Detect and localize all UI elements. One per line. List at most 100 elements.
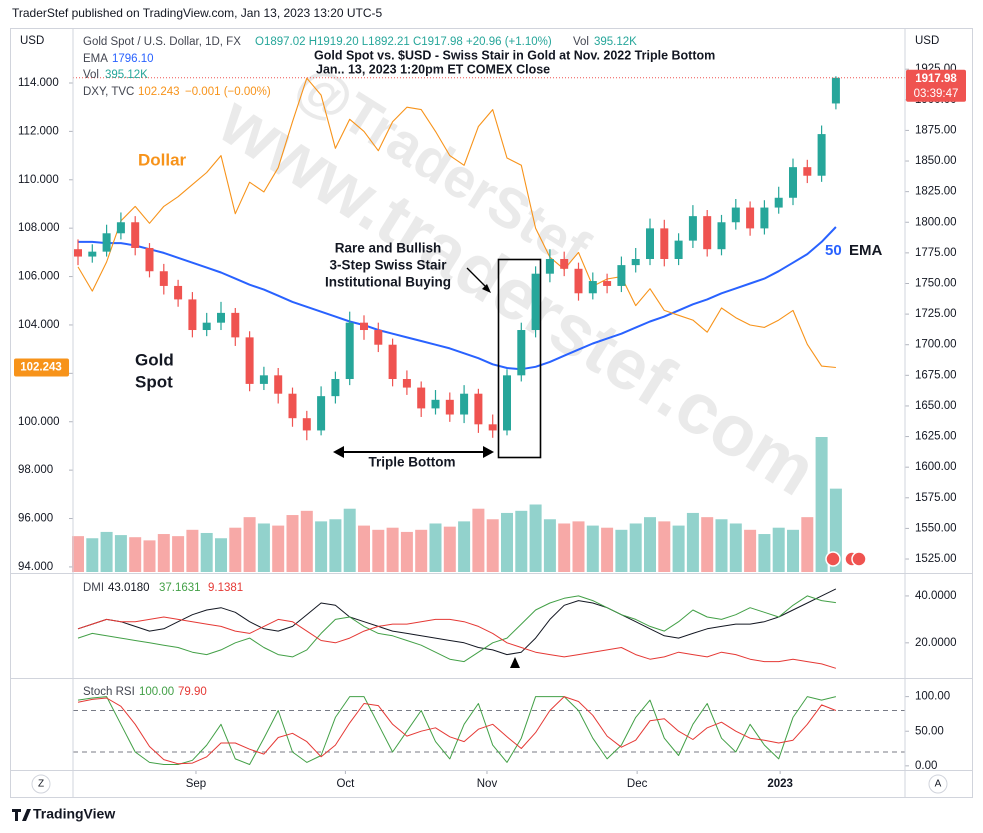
volume-bar — [486, 519, 499, 572]
y-tick-label: 1650.00 — [915, 400, 957, 412]
y-tick-label: 1800.00 — [915, 216, 957, 228]
volume-bar — [129, 537, 142, 572]
volume-bar — [429, 523, 442, 572]
candle-body — [302, 418, 311, 431]
candle-body — [731, 207, 740, 223]
y-tick-label: 1875.00 — [915, 124, 957, 136]
annotation-triple-bottom: Triple Bottom — [369, 455, 456, 470]
auto-button[interactable] — [928, 774, 948, 794]
indicator-line — [77, 588, 837, 656]
annotation-ema-number: 50 — [825, 242, 842, 259]
candle-body — [417, 387, 426, 409]
candle-body — [503, 375, 511, 431]
scale-button[interactable] — [31, 774, 51, 794]
symbol-name: Gold Spot / U.S. Dollar, 1D, FX — [83, 36, 241, 48]
candle-body — [202, 322, 211, 331]
dxy-price-box — [14, 358, 69, 377]
candle-body — [488, 424, 497, 431]
event-icon[interactable] — [825, 551, 841, 567]
scale-button-label[interactable]: Z — [38, 779, 44, 790]
volume-bar — [415, 529, 428, 572]
volume-bar — [729, 523, 742, 572]
countdown-label: 03:39:47 — [914, 88, 959, 100]
stoch-legend-name: Stoch RSI — [83, 686, 135, 698]
volume-legend-name: Vol — [573, 36, 589, 48]
volume-bar — [529, 504, 542, 572]
volume-bar — [701, 517, 714, 572]
y-tick-label: 1600.00 — [915, 461, 957, 473]
annotation-ema-text: EMA — [849, 242, 883, 259]
volume-bar — [572, 521, 585, 572]
volume-bar — [215, 538, 227, 572]
annotation-dollar: Dollar — [138, 150, 187, 169]
volume-bar — [772, 527, 785, 572]
candle-body — [574, 268, 583, 294]
volume-bar — [601, 527, 614, 572]
indicator-line — [77, 696, 837, 765]
candle-body — [789, 167, 797, 198]
candle-body — [402, 379, 411, 388]
volume-bar — [200, 532, 213, 572]
annotation-text: 3-Step Swiss Stair — [329, 258, 447, 273]
volume-legend-value: 395.12K — [105, 69, 148, 81]
volume-bar — [286, 515, 299, 572]
candle-body — [674, 240, 683, 259]
y2-tick-label: 96.000 — [18, 513, 53, 525]
y2-tick-label: 94.000 — [18, 561, 53, 573]
volume-bar — [157, 534, 170, 572]
y2-tick-label: 100.000 — [18, 416, 60, 428]
candle-body — [274, 375, 283, 394]
ema-legend-name: EMA — [83, 53, 108, 65]
y-tick-label: 1700.00 — [915, 339, 957, 351]
volume-bar — [615, 529, 628, 572]
volume-bar — [300, 510, 313, 572]
indicator-line — [77, 595, 836, 663]
candle-body — [460, 393, 469, 415]
dxy-legend-change: −0.001 (−0.00%) — [185, 86, 271, 98]
volume-bar — [358, 525, 370, 572]
x-tick-label: Nov — [477, 778, 498, 790]
dxy-line — [77, 77, 836, 369]
candle-body — [474, 393, 483, 425]
volume-bar — [458, 521, 471, 572]
candle-body — [217, 312, 225, 323]
y-tick-label: 1525.00 — [915, 553, 957, 565]
candle-body — [717, 222, 726, 250]
y-tick-label: 50.00 — [915, 725, 944, 737]
volume-bar — [472, 508, 485, 572]
y2-tick-label: 106.000 — [18, 271, 60, 283]
event-icon[interactable] — [851, 551, 867, 567]
candle-body — [259, 375, 268, 384]
y-tick-label: 100.00 — [915, 691, 950, 703]
ema-legend-value: 1796.10 — [112, 53, 154, 65]
dmi-arrow — [510, 657, 520, 668]
candle-body — [345, 322, 354, 380]
volume-bar — [787, 529, 799, 572]
y-tick-label: 1725.00 — [915, 308, 957, 320]
volume-bar — [257, 523, 270, 572]
volume-bar — [329, 519, 342, 572]
candle-body — [88, 251, 97, 257]
candle-body — [74, 249, 82, 257]
volume-bar — [543, 519, 556, 572]
volume-bar — [829, 488, 842, 572]
volume-bar — [515, 510, 528, 572]
volume-bar — [501, 512, 513, 572]
right-axis-unit: USD — [915, 35, 939, 47]
volume-bar — [672, 525, 685, 572]
y-tick-label: 20.0000 — [915, 637, 957, 649]
annotation-gold: Gold — [135, 350, 174, 369]
candle-body — [646, 228, 654, 259]
volume-bar — [744, 529, 757, 572]
auto-button-label[interactable]: A — [935, 779, 942, 790]
y2-tick-label: 112.000 — [18, 125, 59, 137]
candle-body — [102, 233, 111, 252]
y-tick-label: 1850.00 — [915, 155, 957, 167]
volume-bar — [272, 525, 285, 572]
volume-bar — [629, 523, 642, 572]
volume-bar — [86, 538, 99, 572]
volume-legend-name: Vol — [83, 69, 99, 81]
candle-body — [317, 396, 326, 431]
candle-body — [331, 379, 340, 397]
